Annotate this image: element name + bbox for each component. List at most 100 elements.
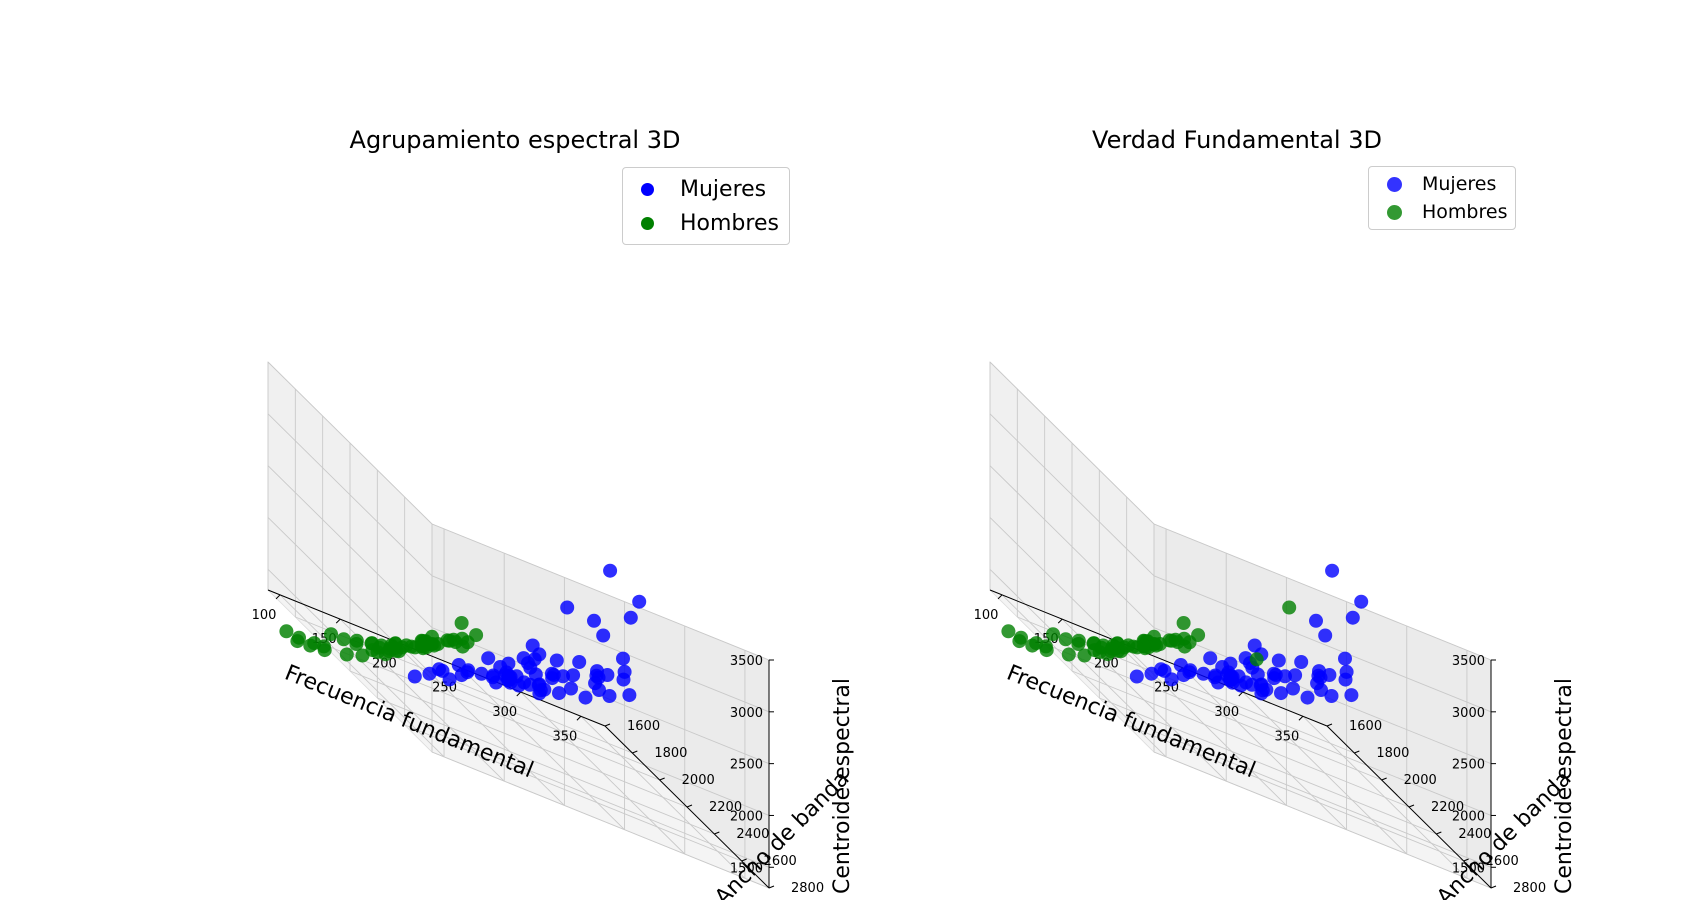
data-point-mujeres bbox=[572, 655, 587, 669]
chart-0-series-mujeres bbox=[407, 563, 647, 705]
chart-0-title: Agrupamiento espectral 3D bbox=[350, 126, 681, 154]
data-point-mujeres bbox=[549, 653, 564, 668]
y-tick-mark bbox=[632, 750, 638, 754]
chart-1-zlabel: Centroide espectral bbox=[1552, 678, 1577, 894]
x-tick-label: 200 bbox=[372, 656, 397, 671]
legend-0-marker-hombres bbox=[641, 216, 654, 230]
legend-1-label-mujeres: Mujeres bbox=[1422, 173, 1497, 195]
gridline bbox=[431, 523, 770, 661]
chart-0-axes: 1001502002503003501600180020002200240026… bbox=[252, 361, 855, 900]
data-point-hombres bbox=[1087, 643, 1102, 658]
data-point-mujeres bbox=[552, 686, 566, 701]
data-point-mujeres bbox=[1325, 563, 1340, 578]
x-tick-mark bbox=[1238, 691, 1244, 697]
data-point-mujeres bbox=[1129, 669, 1144, 684]
data-point-mujeres bbox=[1314, 683, 1328, 697]
data-point-mujeres bbox=[1288, 668, 1303, 683]
data-point-hombres bbox=[1138, 641, 1153, 656]
data-point-mujeres bbox=[1222, 672, 1237, 687]
data-point-mujeres bbox=[407, 669, 422, 684]
data-point-mujeres bbox=[1294, 655, 1309, 669]
data-point-hombres bbox=[1001, 624, 1016, 639]
z-tick-label: 2000 bbox=[730, 809, 763, 824]
chart-1-title: Verdad Fundamental 3D bbox=[1092, 126, 1382, 154]
data-point-mujeres bbox=[1207, 670, 1222, 685]
data-point-mujeres bbox=[523, 660, 538, 675]
y-tick-label: 2000 bbox=[682, 773, 715, 788]
legend-1-entry-mujeres: Mujeres bbox=[1387, 170, 1507, 198]
data-point-hombres bbox=[1039, 643, 1054, 658]
y-tick-mark bbox=[1408, 804, 1415, 808]
data-point-mujeres bbox=[616, 651, 630, 666]
data-point-mujeres bbox=[596, 628, 611, 643]
data-point-mujeres bbox=[1339, 664, 1354, 679]
gridline bbox=[267, 361, 433, 525]
data-point-mujeres bbox=[481, 651, 496, 666]
gridline bbox=[267, 465, 433, 628]
y-tick-label: 2800 bbox=[791, 881, 824, 896]
data-point-mujeres bbox=[1318, 628, 1333, 643]
y-tick-label: 2200 bbox=[709, 800, 742, 815]
gridline bbox=[377, 697, 715, 835]
z-tick-label: 3000 bbox=[730, 706, 763, 721]
data-point-mujeres bbox=[617, 664, 632, 679]
chart-0-plot: Agrupamiento espectral 3D 10015020025030… bbox=[252, 126, 855, 900]
gridline bbox=[1153, 751, 1492, 889]
legend-0-entry-hombres: Hombres bbox=[641, 206, 779, 240]
y-tick-label: 1600 bbox=[1349, 719, 1382, 734]
x-tick-label: 350 bbox=[1275, 729, 1300, 744]
x-tick-mark bbox=[1298, 715, 1304, 721]
data-point-mujeres bbox=[623, 610, 638, 625]
data-point-mujeres bbox=[1309, 613, 1323, 628]
legend-0-label-hombres: Hombres bbox=[680, 210, 779, 236]
data-point-mujeres bbox=[587, 613, 601, 628]
y-tick-label: 2800 bbox=[1513, 881, 1546, 896]
data-point-mujeres bbox=[1271, 653, 1286, 668]
chart-1-plot: Verdad Fundamental 3D 100150200250300350… bbox=[974, 126, 1577, 900]
y-tick-mark bbox=[1463, 858, 1469, 862]
gridline bbox=[1126, 724, 1464, 862]
data-point-mujeres bbox=[1182, 665, 1197, 680]
data-point-mujeres bbox=[1154, 662, 1168, 677]
data-point-hombres bbox=[339, 647, 354, 662]
legend-1-entry-hombres: Hombres bbox=[1387, 198, 1507, 226]
x-tick-label: 300 bbox=[492, 705, 517, 720]
data-point-mujeres bbox=[622, 688, 637, 703]
y-tick-mark bbox=[1381, 777, 1387, 781]
data-point-hombres bbox=[279, 624, 294, 639]
gridline bbox=[431, 730, 770, 868]
data-point-hombres bbox=[1058, 632, 1073, 647]
data-point-hombres bbox=[455, 639, 470, 654]
data-point-mujeres bbox=[485, 670, 500, 685]
y-tick-label: 2600 bbox=[1486, 854, 1519, 869]
legend-0-label-mujeres: Mujeres bbox=[680, 176, 767, 202]
chart-0-series-hombres bbox=[279, 616, 484, 663]
y-tick-label: 1600 bbox=[627, 719, 660, 734]
z-tick-label: 3500 bbox=[730, 654, 763, 669]
x-tick-mark bbox=[1057, 618, 1063, 624]
z-tick-label: 3500 bbox=[1452, 654, 1485, 669]
gridline bbox=[989, 465, 1155, 628]
chart-1-axes: 1001502002503003501600180020002200240026… bbox=[974, 361, 1577, 900]
data-point-mujeres bbox=[602, 689, 617, 703]
data-point-mujeres bbox=[564, 681, 578, 696]
y-tick-label: 1800 bbox=[1376, 746, 1409, 761]
data-point-mujeres bbox=[546, 667, 561, 682]
z-tick-label: 2000 bbox=[1452, 809, 1485, 824]
legend-1-label-hombres: Hombres bbox=[1422, 201, 1508, 223]
data-point-hombres bbox=[1061, 647, 1076, 662]
chart-1-series-hombres bbox=[1001, 600, 1297, 667]
x-tick-mark bbox=[275, 594, 281, 600]
data-point-mujeres bbox=[537, 682, 552, 697]
data-point-mujeres bbox=[1354, 594, 1369, 609]
data-point-hombres bbox=[336, 632, 351, 647]
data-point-hombres bbox=[1012, 634, 1027, 649]
data-point-mujeres bbox=[1338, 651, 1352, 666]
data-point-mujeres bbox=[566, 668, 581, 683]
gridline bbox=[1153, 523, 1492, 661]
data-point-mujeres bbox=[603, 563, 618, 578]
data-point-hombres bbox=[416, 641, 431, 656]
z-tick-label: 1500 bbox=[1452, 861, 1485, 876]
y-tick-mark bbox=[1436, 831, 1442, 835]
